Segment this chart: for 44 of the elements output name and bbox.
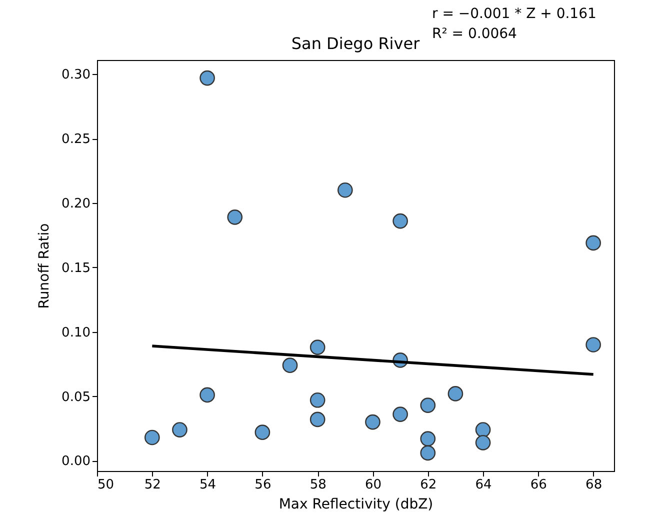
point: [392, 213, 408, 229]
point: [144, 430, 160, 446]
text: r = −0.001 * Z + 0.161: [432, 5, 596, 24]
point: [310, 412, 326, 428]
point: [172, 422, 188, 438]
x-tick-label: 60: [364, 478, 382, 492]
x-tick-label: 68: [586, 478, 602, 492]
text: R² = 0.0064: [432, 25, 518, 44]
x-tick-label: 66: [530, 478, 547, 492]
point: [420, 445, 436, 461]
point: [392, 406, 408, 422]
y-axis-title: Runoff Ratio: [36, 223, 53, 309]
point: [420, 431, 436, 446]
point: [365, 414, 380, 430]
point: [337, 182, 353, 198]
y-tick-label: 0.30: [62, 68, 90, 83]
y-tick-label: 0.20: [62, 196, 90, 212]
chart-title: San Diego River: [291, 34, 420, 53]
point: [254, 424, 270, 440]
point: [475, 422, 491, 438]
x-tick-label: 52: [144, 478, 161, 492]
point: [420, 398, 436, 413]
point: [586, 337, 601, 352]
y-tick-label: 0.15: [62, 260, 90, 276]
y-tick-label: 0.05: [62, 390, 90, 405]
x-tick-label: 58: [310, 478, 326, 492]
point: [310, 340, 326, 355]
point: [282, 358, 298, 374]
y-tick-label: 0.25: [62, 132, 90, 148]
x-tick-label: 56: [254, 478, 272, 492]
point: [200, 387, 215, 403]
x-tick-label: 54: [200, 478, 216, 492]
y-tick-label: 0.10: [62, 325, 90, 340]
x-tick-label: 64: [475, 478, 492, 492]
point: [310, 392, 326, 408]
y-tick-label: 0.00: [62, 454, 90, 470]
x-tick-label: 62: [420, 478, 437, 492]
point: [200, 70, 215, 86]
point: [586, 235, 601, 251]
point: [227, 210, 243, 225]
point: [475, 435, 491, 450]
x-axis-title: Max Reflectivity (dbZ): [278, 496, 434, 512]
point: [448, 386, 464, 402]
x-tick-label: 50: [98, 478, 114, 492]
